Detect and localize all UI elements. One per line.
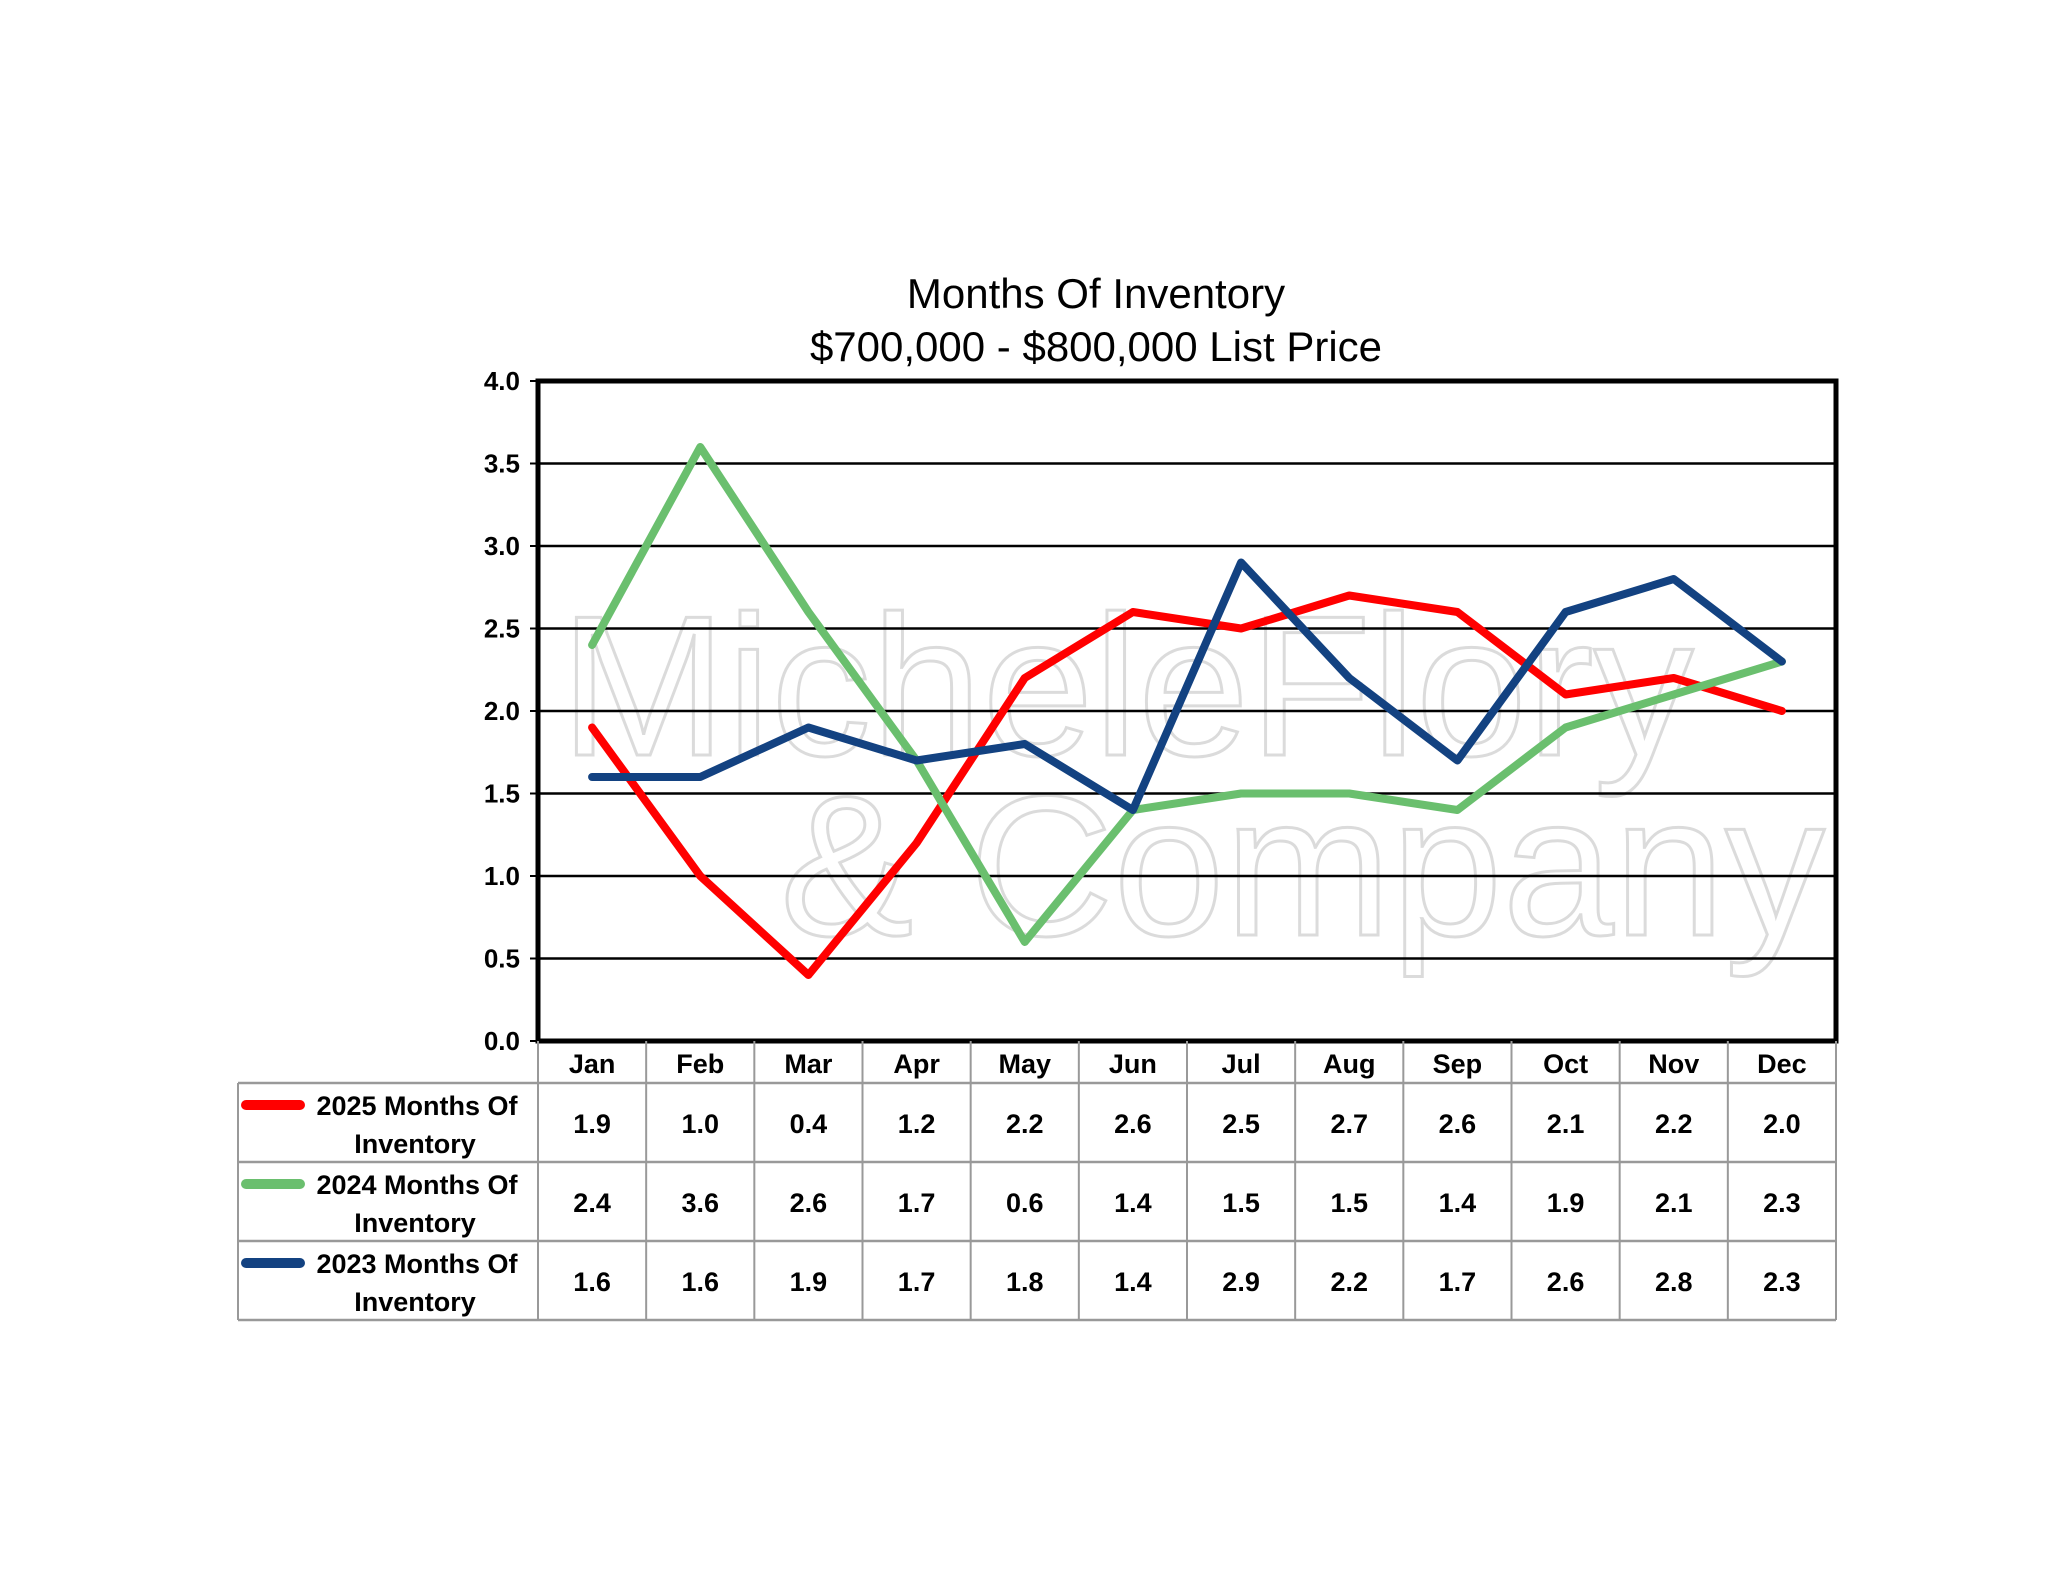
x-category-label: Aug — [1323, 1049, 1375, 1079]
y-tick-label: 1.0 — [484, 861, 520, 891]
table-cell-value: 2.9 — [1222, 1267, 1260, 1297]
table-cell-value: 1.9 — [1547, 1188, 1585, 1218]
x-category-label: May — [998, 1049, 1051, 1079]
x-category-label: Nov — [1648, 1049, 1699, 1079]
table-cell-value: 1.8 — [1006, 1267, 1044, 1297]
legend-label: Inventory — [354, 1208, 476, 1238]
table-cell-value: 1.9 — [790, 1267, 828, 1297]
table-cell-value: 2.3 — [1763, 1188, 1801, 1218]
table-cell-value: 2.2 — [1655, 1109, 1693, 1139]
table-cell-value: 0.4 — [790, 1109, 828, 1139]
table-cell-value: 1.0 — [681, 1109, 719, 1139]
table-cell-value: 2.6 — [1114, 1109, 1152, 1139]
table-cell-value: 0.6 — [1006, 1188, 1044, 1218]
table-cell-value: 2.6 — [790, 1188, 828, 1218]
table-cell-value: 1.7 — [898, 1267, 936, 1297]
x-category-label: Dec — [1757, 1049, 1807, 1079]
chart-subtitle: $700,000 - $800,000 List Price — [810, 323, 1382, 370]
table-cell-value: 2.5 — [1222, 1109, 1260, 1139]
table-cell-value: 2.6 — [1439, 1109, 1477, 1139]
table-cell-value: 1.7 — [898, 1188, 936, 1218]
x-category-label: Feb — [676, 1049, 724, 1079]
legend-label: 2025 Months Of — [316, 1091, 518, 1121]
table-cell-value: 1.2 — [898, 1109, 936, 1139]
x-category-label: Jun — [1109, 1049, 1157, 1079]
x-category-label: Sep — [1433, 1049, 1483, 1079]
x-category-label: Apr — [893, 1049, 940, 1079]
table-cell-value: 2.1 — [1547, 1109, 1585, 1139]
table-cell-value: 2.4 — [573, 1188, 611, 1218]
table-cell-value: 1.4 — [1114, 1188, 1152, 1218]
y-tick-label: 1.5 — [484, 779, 520, 809]
series-line-2024 — [588, 443, 1786, 946]
table-cell-value: 2.1 — [1655, 1188, 1693, 1218]
y-axis-ticks: 0.0 0.5 1.0 1.5 2.0 2.5 3.0 3.5 4.0 — [484, 366, 538, 1056]
x-category-label: Jul — [1222, 1049, 1261, 1079]
table-cell-value: 1.7 — [1439, 1267, 1477, 1297]
x-category-label: Jan — [569, 1049, 616, 1079]
data-table: Jan Feb Mar Apr May Jun Jul Aug Sep Oct Nov Dec 2025… — [237, 1041, 1837, 1322]
series-lines — [588, 443, 1786, 979]
table-cell-value: 1.9 — [573, 1109, 611, 1139]
y-tick-label: 4.0 — [484, 366, 520, 396]
table-cell-value: 2.2 — [1330, 1267, 1368, 1297]
legend-label: Inventory — [354, 1287, 476, 1317]
legend-label: Inventory — [354, 1129, 476, 1159]
legend-label: 2023 Months Of — [316, 1249, 518, 1279]
table-cell-value: 3.6 — [681, 1188, 719, 1218]
series-line-2023 — [588, 558, 1786, 814]
series-line-2025 — [588, 591, 1786, 979]
y-tick-label: 0.5 — [484, 944, 520, 974]
table-cell-value: 1.4 — [1439, 1188, 1477, 1218]
table-cell-value: 2.0 — [1763, 1109, 1801, 1139]
chart-title: Months Of Inventory — [907, 270, 1285, 317]
y-tick-label: 2.5 — [484, 614, 520, 644]
table-cell-value: 1.4 — [1114, 1267, 1152, 1297]
x-category-label: Mar — [784, 1049, 833, 1079]
x-category-label: Oct — [1543, 1049, 1588, 1079]
legend-label: 2024 Months Of — [316, 1170, 518, 1200]
table-cell-value: 2.3 — [1763, 1267, 1801, 1297]
table-cell-value: 2.6 — [1547, 1267, 1585, 1297]
table-cell-value: 1.5 — [1330, 1188, 1368, 1218]
table-cell-value: 2.2 — [1006, 1109, 1044, 1139]
table-cell-value: 1.6 — [573, 1267, 611, 1297]
table-cell-value: 1.5 — [1222, 1188, 1260, 1218]
y-tick-label: 2.0 — [484, 696, 520, 726]
table-cell-value: 2.7 — [1330, 1109, 1368, 1139]
table-cell-value: 2.8 — [1655, 1267, 1693, 1297]
y-tick-label: 3.0 — [484, 531, 520, 561]
y-tick-label: 0.0 — [484, 1026, 520, 1056]
table-cell-value: 1.6 — [681, 1267, 719, 1297]
y-tick-label: 3.5 — [484, 449, 520, 479]
